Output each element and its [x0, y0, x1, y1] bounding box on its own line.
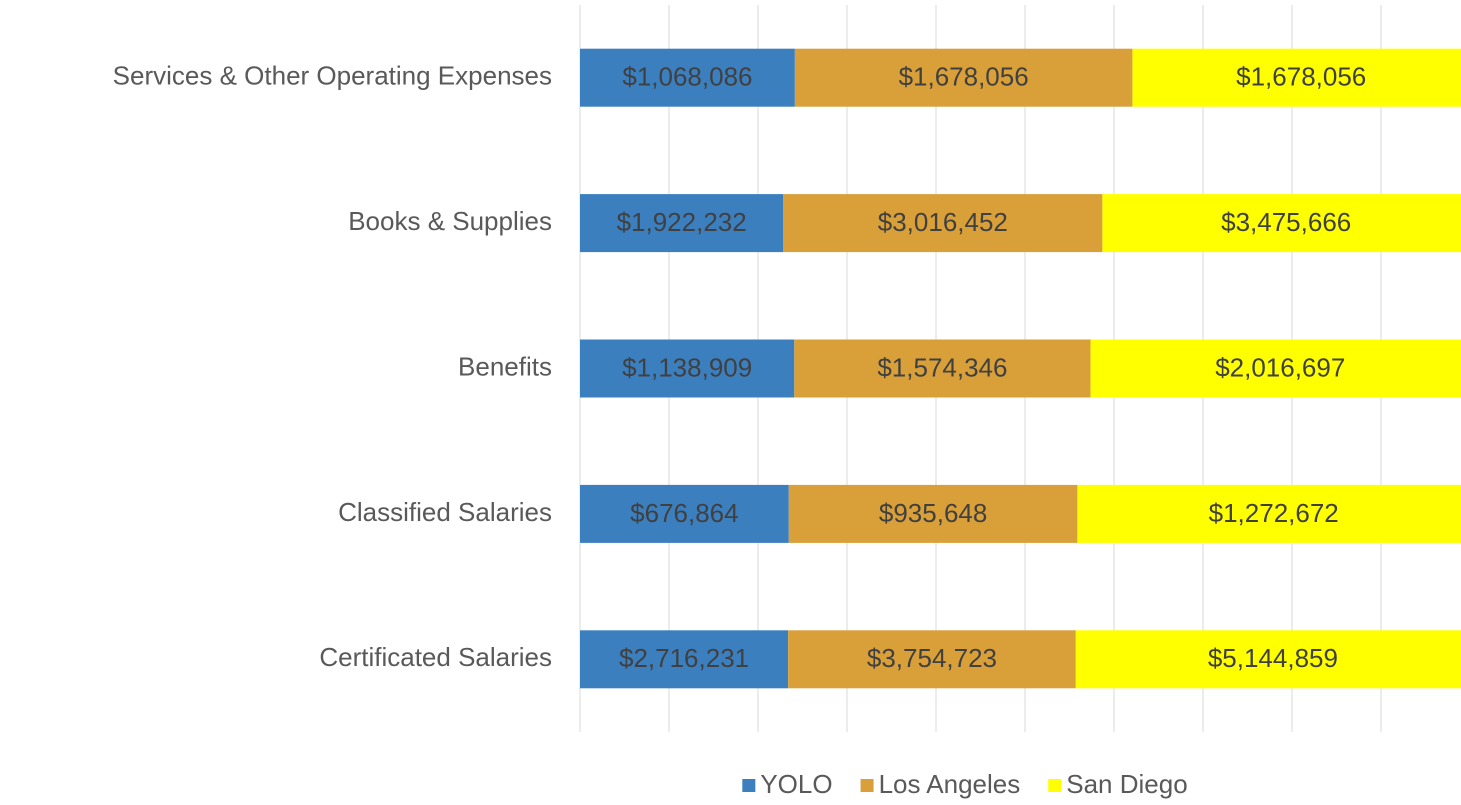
bar-segment	[1102, 194, 1461, 253]
bar-segment	[783, 194, 1103, 253]
bar-segment	[580, 630, 789, 689]
bar-segment	[1090, 339, 1461, 398]
bar-segment	[794, 48, 1133, 107]
legend-label: YOLO	[760, 769, 832, 799]
data-label: $2,716,231	[619, 643, 749, 673]
data-label: $1,574,346	[877, 352, 1007, 382]
bar-segment	[788, 630, 1076, 689]
data-label: $5,144,859	[1208, 643, 1338, 673]
bar-segment	[1077, 484, 1461, 543]
legend-label: San Diego	[1066, 769, 1187, 799]
legend-swatch	[860, 779, 874, 792]
data-label: $1,272,672	[1209, 498, 1339, 528]
bar-segment	[580, 339, 795, 398]
data-label: $676,864	[630, 498, 738, 528]
y-tick-label: Certificated Salaries	[319, 642, 552, 672]
bar-segment	[1075, 630, 1461, 689]
legend-label: Los Angeles	[879, 769, 1021, 799]
bar-segment	[788, 484, 1078, 543]
y-tick-label: Services & Other Operating Expenses	[113, 61, 552, 91]
bar-segment	[580, 194, 784, 253]
data-label: $3,016,452	[878, 207, 1008, 237]
data-label: $1,678,056	[1236, 62, 1366, 92]
data-label: $935,648	[879, 498, 987, 528]
bar-segment	[580, 484, 789, 543]
legend-swatch	[1048, 779, 1062, 792]
y-tick-label: Books & Supplies	[348, 206, 552, 236]
y-tick-label: Benefits	[458, 351, 552, 381]
bar-segment	[580, 48, 795, 107]
data-label: $1,922,232	[617, 207, 747, 237]
y-tick-label: Classified Salaries	[338, 497, 552, 527]
bar-segment	[794, 339, 1091, 398]
data-label: $1,138,909	[622, 352, 752, 382]
data-label: $3,754,723	[867, 643, 997, 673]
data-label: $1,068,086	[622, 62, 752, 92]
bar-segment	[1132, 48, 1461, 107]
legend-swatch	[742, 779, 756, 792]
data-label: $2,016,697	[1215, 352, 1345, 382]
data-label: $1,678,056	[899, 62, 1029, 92]
data-label: $3,475,666	[1221, 207, 1351, 237]
